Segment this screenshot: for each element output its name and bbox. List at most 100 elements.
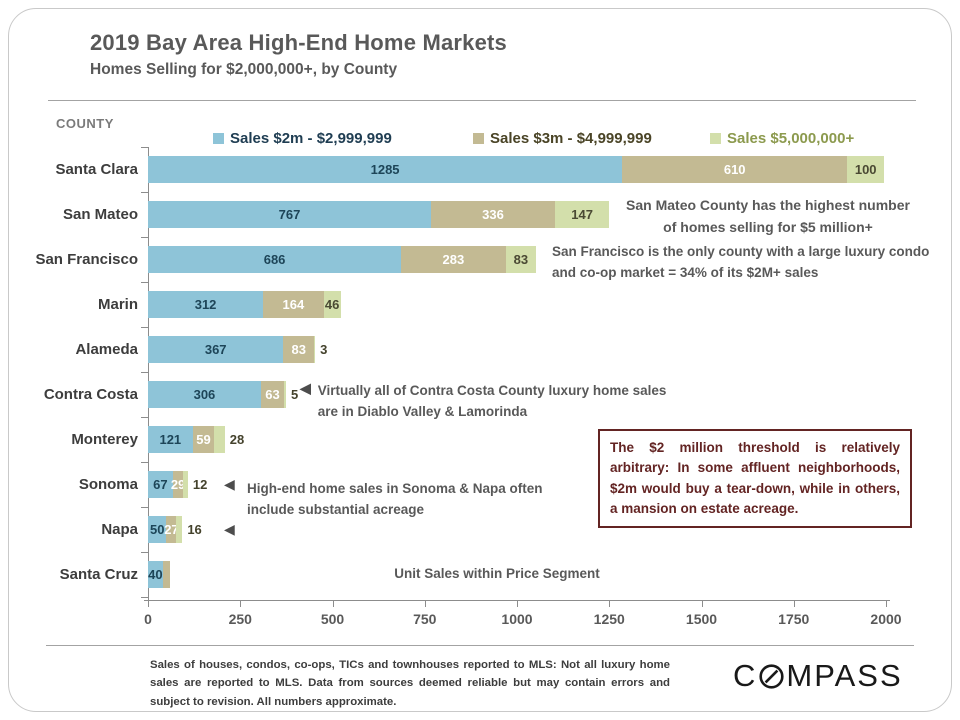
x-axis-tick: [793, 601, 795, 607]
x-axis-tick: [701, 601, 703, 607]
bar-row: 50 27 16: [148, 507, 888, 552]
y-axis-line: [148, 147, 149, 600]
bar-value-label: 63: [265, 387, 280, 402]
x-tick-label: 1000: [501, 611, 533, 627]
bar-value-label: 50: [149, 522, 165, 537]
x-tick-label: 0: [144, 611, 152, 627]
bar-segment: [192, 426, 215, 453]
bar-value-label: 59: [196, 432, 211, 447]
bar-value-label: 67: [153, 477, 168, 492]
bar-segment: [555, 201, 610, 228]
county-label: Alameda: [75, 341, 138, 358]
legend-item-5m: Sales $5,000,000+: [710, 128, 854, 148]
bar-segment: [148, 201, 432, 228]
bar-segment: [214, 426, 225, 453]
bar-segment: [323, 291, 341, 318]
bar-segment: [148, 426, 193, 453]
x-tick-label: 750: [413, 611, 437, 627]
legend-swatch-2m: [213, 132, 224, 144]
bar-segment: [283, 336, 315, 363]
bar-segment: [148, 516, 167, 543]
bar-row: 121 59 28: [148, 417, 888, 462]
compass-o-icon: [759, 663, 784, 689]
bar-value-label: 367: [204, 342, 227, 357]
county-label: San Francisco: [35, 251, 138, 268]
bar-value-label: 16: [187, 522, 202, 537]
bar-segment: [284, 381, 286, 408]
bar-segment: [148, 561, 163, 588]
annotation-san-francisco: San Francisco is the only county with a …: [552, 244, 930, 280]
bar-row: 767 336 147: [148, 192, 888, 237]
bar-segment: [148, 291, 264, 318]
y-axis-tick: [141, 552, 148, 553]
x-tick-label: 1750: [778, 611, 810, 627]
county-label: Monterey: [71, 431, 138, 448]
county-label: Santa Clara: [55, 161, 138, 178]
disclaimer-text: Sales of houses, condos, co-ops, TICs an…: [150, 659, 670, 708]
left-arrow-icon: ◀: [300, 380, 311, 396]
bar-segment: [847, 156, 885, 183]
page-title: 2019 Bay Area High-End Home Markets: [90, 30, 507, 55]
bar-segment: [401, 246, 506, 273]
bar-segment: [260, 381, 285, 408]
bar-value-label: 5: [291, 387, 299, 402]
compass-logo: C MPASS: [733, 658, 903, 693]
bar-segment: [162, 561, 171, 588]
bar-segment: [176, 516, 183, 543]
y-axis-tick: [141, 597, 148, 598]
bar-value-label: 28: [229, 432, 245, 447]
bar-segment: [148, 246, 402, 273]
bar-segment: [148, 381, 261, 408]
footer-divider: [46, 645, 914, 646]
bar-segment: [148, 336, 284, 363]
x-axis-tick: [424, 601, 426, 607]
bar-segment: [505, 246, 537, 273]
county-label: San Mateo: [62, 206, 138, 223]
x-tick-label: 250: [228, 611, 252, 627]
bar-segment: [263, 291, 324, 318]
legend-label-3m: Sales $3m - $4,999,999: [490, 129, 652, 147]
legend-swatch-3m: [473, 132, 484, 144]
y-axis-tick: [141, 372, 148, 373]
bar-row: 67 29 12: [148, 462, 888, 507]
x-tick-label: 1250: [593, 611, 625, 627]
bar-row: 312 164 46: [148, 282, 888, 327]
bar-segment: [183, 471, 188, 498]
bar-segment: [172, 471, 184, 498]
bar-value-label: 312: [194, 297, 217, 312]
bar-value-label: 83: [513, 252, 529, 267]
x-tick-label: 1500: [685, 611, 718, 627]
bar-value-label: 306: [193, 387, 216, 402]
county-label: Santa Cruz: [59, 566, 138, 583]
bar-value-label: 83: [291, 342, 306, 357]
bar-value-label: 686: [263, 252, 286, 267]
bar-value-label: 40: [148, 567, 163, 582]
y-axis-tick: [141, 507, 148, 508]
bar-value-label: 121: [159, 432, 182, 447]
bar-segment: [431, 201, 555, 228]
y-axis-tick: [141, 462, 148, 463]
y-axis-tick: [141, 417, 148, 418]
annotation-sonoma-napa: High-end home sales in Sonoma & Napa oft…: [247, 481, 543, 517]
x-axis-tick: [148, 601, 149, 607]
bar-segment: [166, 516, 177, 543]
legend-label-2m: Sales $2m - $2,999,999: [230, 129, 392, 147]
x-axis-title: Unit Sales within Price Segment: [394, 566, 600, 581]
x-axis-line: [144, 600, 890, 601]
bar-value-label: 767: [278, 207, 301, 222]
bar-row: 367 83 3: [148, 327, 888, 372]
x-axis-tick: [332, 601, 334, 607]
bar-value-label: 610: [723, 162, 746, 177]
x-axis-tick: [240, 601, 242, 607]
bar-segment: [148, 471, 173, 498]
bar-value-label: 164: [282, 297, 305, 312]
bar-value-label: 100: [854, 162, 877, 177]
bar-value-label: 12: [192, 477, 208, 492]
left-arrow-icon: ◀: [224, 476, 235, 492]
bar-segment: [314, 336, 316, 363]
x-tick-label: 500: [320, 611, 345, 627]
county-label: Contra Costa: [43, 386, 138, 403]
y-axis-tick: [141, 282, 148, 283]
